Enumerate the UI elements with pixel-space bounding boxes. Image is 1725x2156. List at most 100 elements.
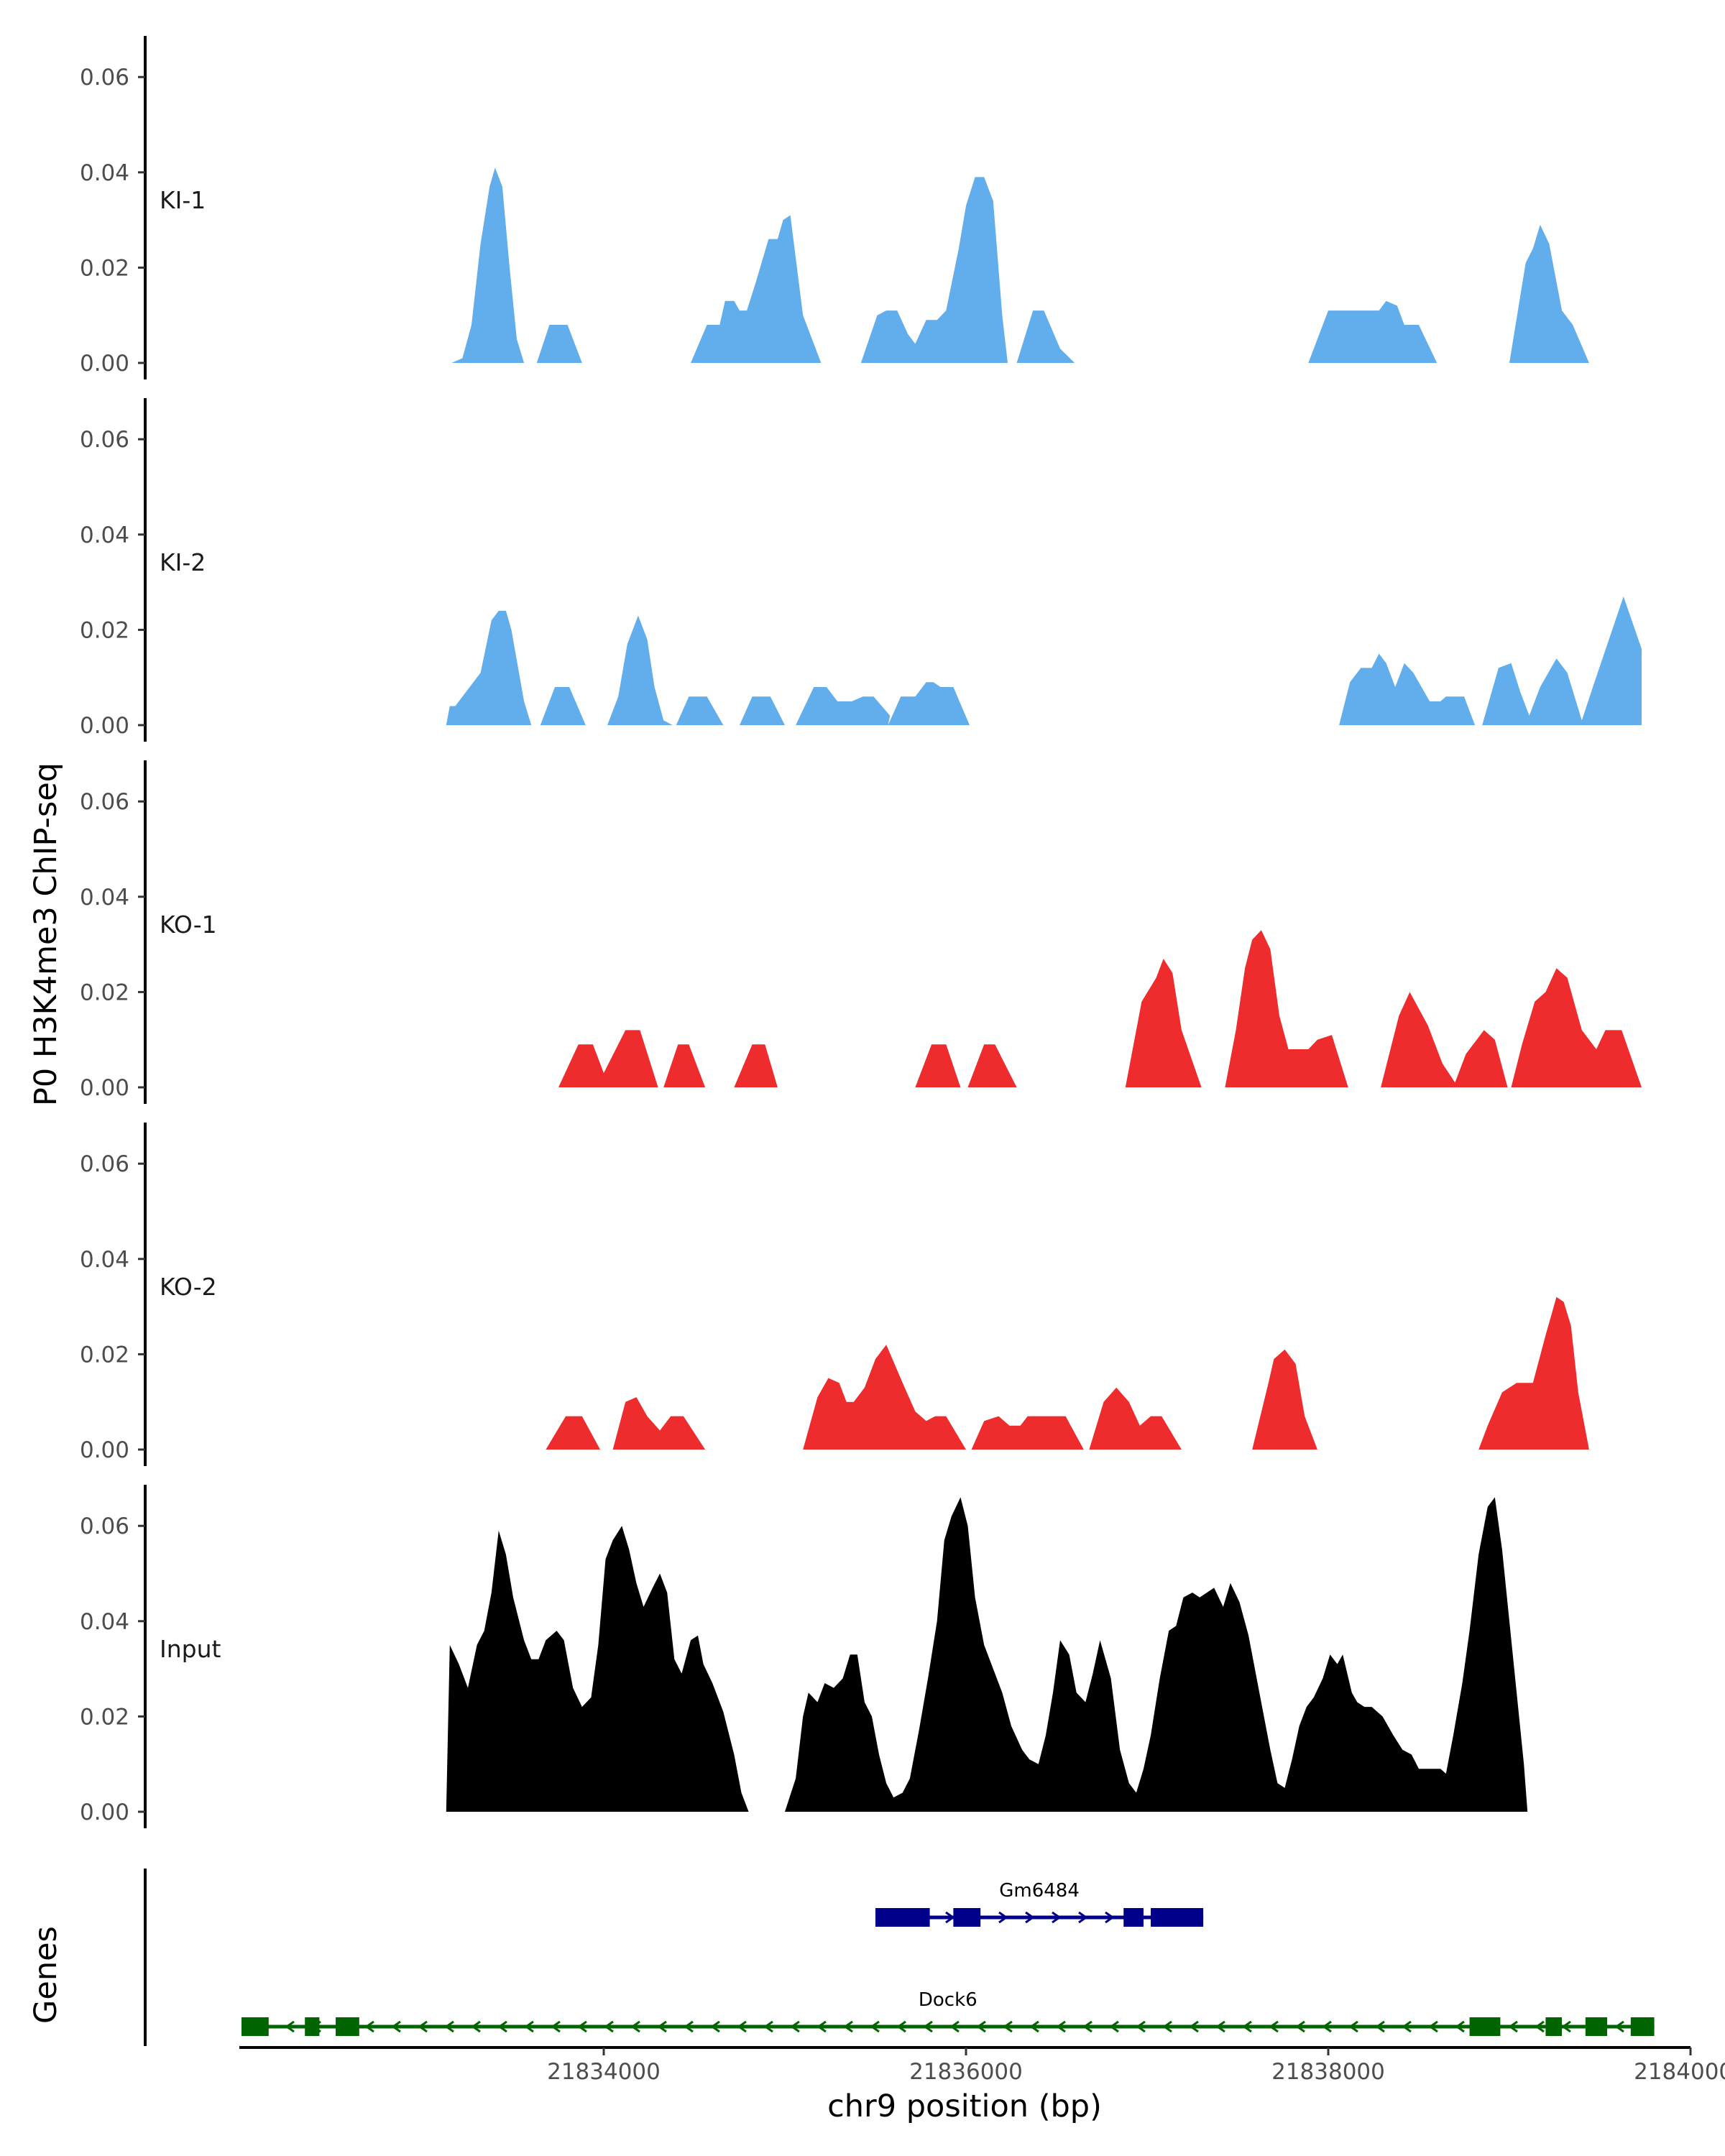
gene-exon — [1469, 2017, 1501, 2036]
signal-peak — [785, 1497, 1528, 1812]
signal-peak — [558, 1030, 658, 1087]
signal-peak — [1511, 968, 1642, 1087]
strand-arrow — [471, 2020, 481, 2033]
strand-arrow — [1136, 2020, 1146, 2033]
strand-arrow — [1269, 2020, 1279, 2033]
signal-peak — [1308, 300, 1438, 363]
track-label: KI-1 — [160, 186, 206, 214]
strand-arrow — [945, 1911, 955, 1924]
signal-peak — [1509, 224, 1589, 363]
signal-peak — [612, 1397, 706, 1450]
x-axis: 21834000 21836000 21838000 21840000 — [239, 2046, 1725, 2085]
strand-arrow — [1428, 2020, 1438, 2033]
strand-arrow — [710, 2020, 720, 2033]
signal-peak — [1381, 992, 1508, 1087]
strand-arrow — [923, 2020, 933, 2033]
signal-peak — [1125, 959, 1202, 1087]
signal-peak — [740, 696, 785, 725]
strand-arrow — [870, 2020, 880, 2033]
genes-panel-label: Genes — [28, 1926, 64, 2024]
signal-peak — [888, 682, 970, 725]
y-tick-label: 0.04 — [80, 885, 129, 911]
gene-gm6484: Gm6484 — [875, 1880, 1204, 1927]
y-tick-label: 0.00 — [80, 1800, 129, 1825]
y-tick-label: 0.06 — [80, 1514, 129, 1539]
strand-arrow — [1025, 1911, 1035, 1924]
strand-arrow — [1056, 2020, 1066, 2033]
strand-arrow — [1189, 2020, 1199, 2033]
y-tick-label: 0.06 — [80, 789, 129, 815]
strand-arrow — [285, 2020, 295, 2033]
signal-peak — [540, 687, 586, 725]
signal-peak — [1478, 1296, 1589, 1450]
strand-arrow — [418, 2020, 428, 2033]
strand-arrow — [976, 2020, 986, 2033]
y-tick-label: 0.00 — [80, 351, 129, 377]
signal-peak — [607, 615, 673, 725]
signal-peak — [803, 1345, 966, 1450]
y-axis-title: P0 H3K4me3 ChIP-seq — [28, 763, 64, 1106]
gene-name-label: Gm6484 — [999, 1880, 1080, 1902]
strand-arrow — [1029, 2020, 1039, 2033]
signal-peak — [446, 610, 532, 725]
gene-exon — [875, 1908, 930, 1927]
y-tick-label: 0.04 — [80, 1609, 129, 1635]
signal-peak — [676, 696, 724, 725]
y-tick-label: 0.06 — [80, 427, 129, 453]
strand-arrow — [604, 2020, 614, 2033]
x-axis-title: chr9 position (bp) — [827, 2088, 1102, 2124]
strand-arrow — [896, 2020, 906, 2033]
strand-arrow — [1561, 2020, 1571, 2033]
signal-peak — [971, 1416, 1084, 1450]
signal-tracks: 0.00 0.02 0.04 0.06 KI-1 0.00 0.02 0.04 0.06 KI-2… — [80, 36, 1642, 1828]
y-tick-label: 0.06 — [80, 65, 129, 91]
strand-arrow — [1215, 2020, 1225, 2033]
x-tick-label: 21836000 — [909, 2059, 1023, 2085]
strand-arrow — [1375, 2020, 1385, 2033]
signal-peak — [1482, 596, 1642, 725]
strand-arrow — [577, 2020, 587, 2033]
x-tick-label: 21834000 — [547, 2059, 661, 2085]
y-tick-label: 0.02 — [80, 617, 129, 643]
gene-name-label: Dock6 — [919, 1989, 978, 2011]
signal-peak — [915, 1044, 961, 1087]
gene-exon — [1630, 2017, 1655, 2036]
strand-arrow — [524, 2020, 534, 2033]
strand-arrow — [1348, 2020, 1358, 2033]
gene-exon — [953, 1908, 981, 1927]
strand-arrow — [816, 2020, 827, 2033]
strand-arrow — [391, 2020, 401, 2033]
track-label: KO-1 — [160, 911, 217, 939]
strand-arrow — [1402, 2020, 1412, 2033]
strand-arrow — [657, 2020, 667, 2033]
strand-arrow — [1242, 2020, 1252, 2033]
strand-arrow — [843, 2020, 853, 2033]
strand-arrow — [1508, 2020, 1518, 2033]
y-tick-label: 0.04 — [80, 522, 129, 548]
gene-exon — [336, 2017, 359, 2036]
gene-annotation-panel: Gm6484 Dock6 — [144, 1869, 1655, 2046]
track-input: 0.00 0.02 0.04 0.06 Input — [80, 1485, 1528, 1828]
strand-arrow — [998, 1911, 1008, 1924]
strand-arrow — [1322, 2020, 1332, 2033]
signal-peak — [1089, 1387, 1182, 1450]
strand-arrow — [444, 2020, 454, 2033]
track-label: KI-2 — [160, 548, 206, 576]
strand-arrow — [949, 2020, 960, 2033]
signal-peak — [967, 1044, 1017, 1087]
strand-arrow — [1082, 2020, 1092, 2033]
signal-peak — [446, 1526, 749, 1812]
y-tick-label: 0.02 — [80, 255, 129, 281]
strand-arrow — [1109, 2020, 1119, 2033]
signal-peak — [1252, 1349, 1317, 1450]
gene-exon — [242, 2017, 269, 2036]
signal-peak — [1225, 930, 1348, 1087]
gene-exon — [1123, 1908, 1144, 1927]
strand-arrow — [497, 2020, 507, 2033]
y-tick-label: 0.00 — [80, 1075, 129, 1101]
y-tick-label: 0.02 — [80, 1342, 129, 1368]
signal-peak — [546, 1416, 600, 1450]
y-tick-label: 0.02 — [80, 1704, 129, 1730]
gene-exon — [1151, 1908, 1204, 1927]
strand-arrow — [364, 2020, 374, 2033]
